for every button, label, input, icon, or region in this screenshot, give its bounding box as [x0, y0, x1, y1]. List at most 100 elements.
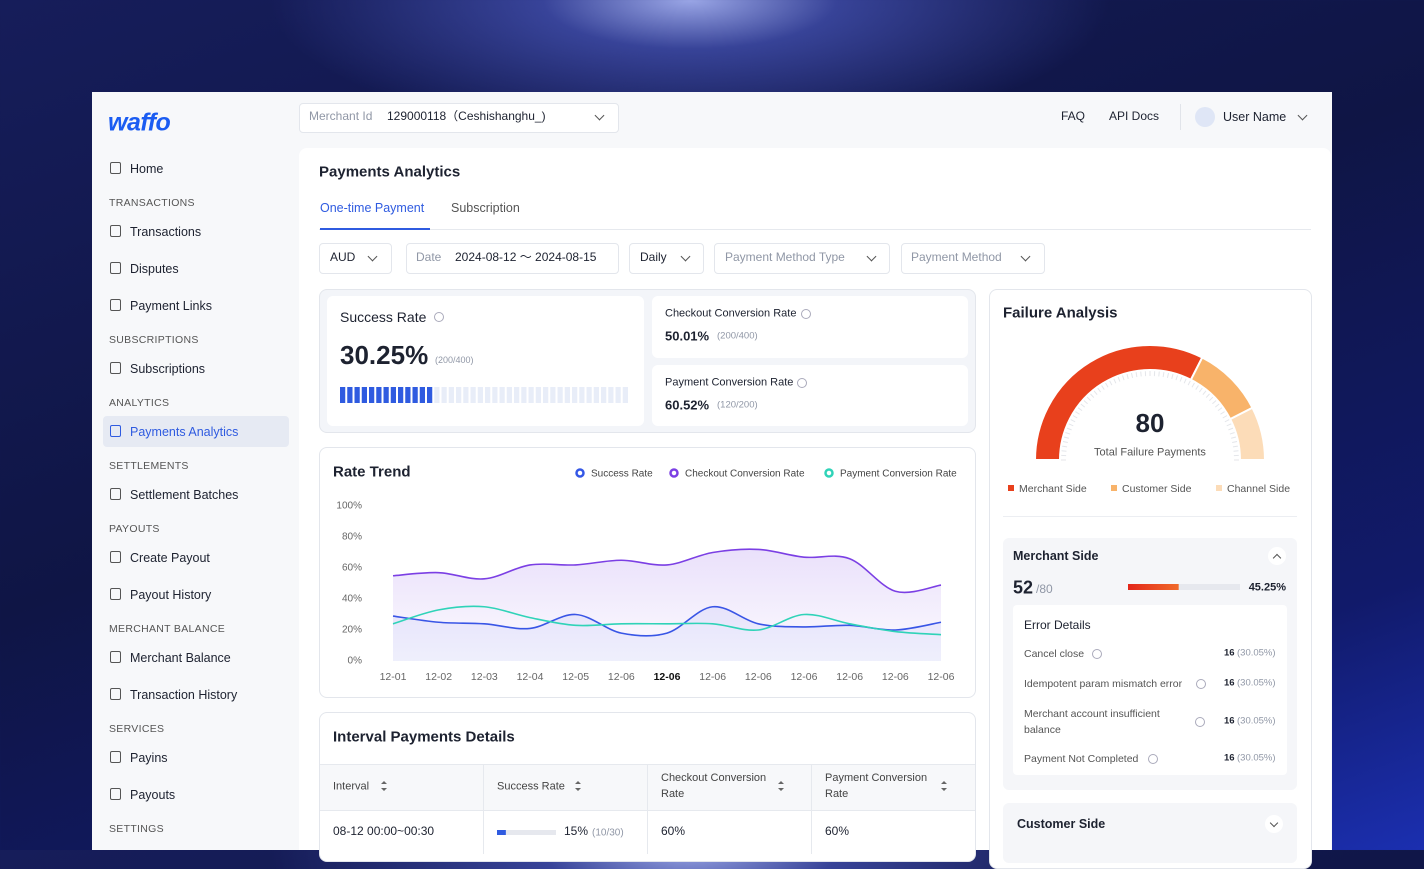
y-tick-label: 100%	[336, 501, 362, 512]
gauge-tick	[1199, 388, 1202, 392]
gauge-tick	[1065, 432, 1070, 434]
gauge-tick	[1078, 408, 1082, 411]
gauge-tick	[1118, 377, 1120, 382]
area	[393, 549, 941, 661]
legend-marker	[1008, 485, 1014, 491]
gauge-tick	[1203, 391, 1206, 395]
legend-label: Channel Side	[1227, 483, 1290, 495]
progress-segment	[376, 387, 381, 403]
gauge-segment	[1035, 345, 1202, 460]
progress-segment	[594, 387, 599, 403]
x-tick-label: 12-06	[836, 671, 863, 683]
gauge-tick	[1141, 371, 1142, 376]
sort-icon	[575, 781, 581, 791]
legend-label: Customer Side	[1122, 483, 1192, 495]
progress-segment	[601, 387, 606, 403]
sort-icon	[381, 781, 387, 791]
progress-segment	[405, 387, 410, 403]
gauge-tick	[1192, 383, 1195, 387]
progress-segment	[413, 387, 418, 403]
progress-segment	[608, 387, 613, 403]
progress-segment	[362, 387, 367, 403]
gauge-tick	[1231, 437, 1236, 438]
gauge-tick	[1172, 374, 1173, 379]
y-tick-label: 80%	[342, 532, 362, 543]
sort-icon	[941, 781, 947, 791]
gauge-tick	[1223, 416, 1227, 419]
gauge-tick	[1110, 381, 1112, 385]
progress-segment	[347, 387, 352, 403]
gauge-tick	[1106, 383, 1109, 387]
gauge-tick	[1064, 437, 1069, 438]
x-tick-label: 12-06	[654, 671, 681, 683]
progress-segment	[485, 387, 490, 403]
gauge-tick	[1233, 446, 1238, 447]
gauge-tick	[1176, 375, 1178, 380]
gauge-tick	[1163, 372, 1164, 377]
gauge-tick	[1063, 441, 1068, 442]
legend-marker	[826, 470, 833, 477]
progress-segment	[355, 387, 360, 403]
progress-segment	[587, 387, 592, 403]
legend-label: Merchant Side	[1019, 483, 1087, 495]
page: waffo Merchant Id 129000118（Ceshishanghu…	[0, 0, 1424, 850]
progress-segment	[565, 387, 570, 403]
progress-segment	[427, 387, 432, 403]
progress-segment	[572, 387, 577, 403]
progress-segment	[492, 387, 497, 403]
progress-segment	[442, 387, 447, 403]
sort-icon	[778, 781, 784, 791]
gauge-tick	[1136, 372, 1137, 377]
progress-segment	[420, 387, 425, 403]
gauge-tick	[1209, 397, 1213, 401]
gauge-tick	[1234, 451, 1239, 452]
progress-segment	[536, 387, 541, 403]
gauge-tick	[1180, 377, 1182, 382]
gauge-tick	[1073, 416, 1077, 419]
x-tick-label: 12-06	[745, 671, 772, 683]
progress-segment	[471, 387, 476, 403]
gauge-tick	[1232, 441, 1237, 442]
legend-label: Success Rate	[591, 469, 653, 480]
progress-segment	[616, 387, 621, 403]
gauge-tick	[1114, 379, 1116, 384]
progress-segment	[340, 387, 345, 403]
gauge-tick	[1220, 412, 1224, 415]
bar	[1128, 584, 1179, 590]
y-tick-label: 40%	[342, 594, 362, 605]
gauge-tick	[1087, 397, 1091, 401]
gauge-tick	[1081, 404, 1085, 407]
x-tick-label: 12-06	[882, 671, 909, 683]
legend-label: Payment Conversion Rate	[840, 469, 957, 480]
gauge-tick	[1071, 420, 1075, 422]
gauge-tick	[1061, 451, 1066, 452]
progress-segment	[514, 387, 519, 403]
progress-segment	[391, 387, 396, 403]
progress-segment	[384, 387, 389, 403]
gauge-tick	[1225, 420, 1229, 422]
progress-segment	[623, 387, 628, 403]
gauge-segment	[1230, 408, 1265, 460]
gauge-tick	[1227, 424, 1232, 426]
gauge-tick	[1062, 446, 1067, 447]
progress-segment	[369, 387, 374, 403]
legend-marker	[671, 470, 678, 477]
progress-segment	[521, 387, 526, 403]
gauge-tick	[1127, 374, 1128, 379]
gauge-tick	[1167, 373, 1168, 378]
x-tick-label: 12-06	[608, 671, 635, 683]
gauge-tick	[1159, 371, 1160, 376]
y-tick-label: 0%	[348, 656, 363, 667]
x-tick-label: 12-06	[699, 671, 726, 683]
gauge-tick	[1094, 391, 1097, 395]
progress-segment	[550, 387, 555, 403]
legend-marker	[577, 470, 584, 477]
gauge-tick	[1102, 385, 1105, 389]
gauge-tick	[1230, 432, 1235, 434]
gauge-tick	[1084, 400, 1088, 403]
y-tick-label: 20%	[342, 625, 362, 636]
y-tick-label: 60%	[342, 563, 362, 574]
x-tick-label: 12-04	[517, 671, 544, 683]
progress-segment	[558, 387, 563, 403]
